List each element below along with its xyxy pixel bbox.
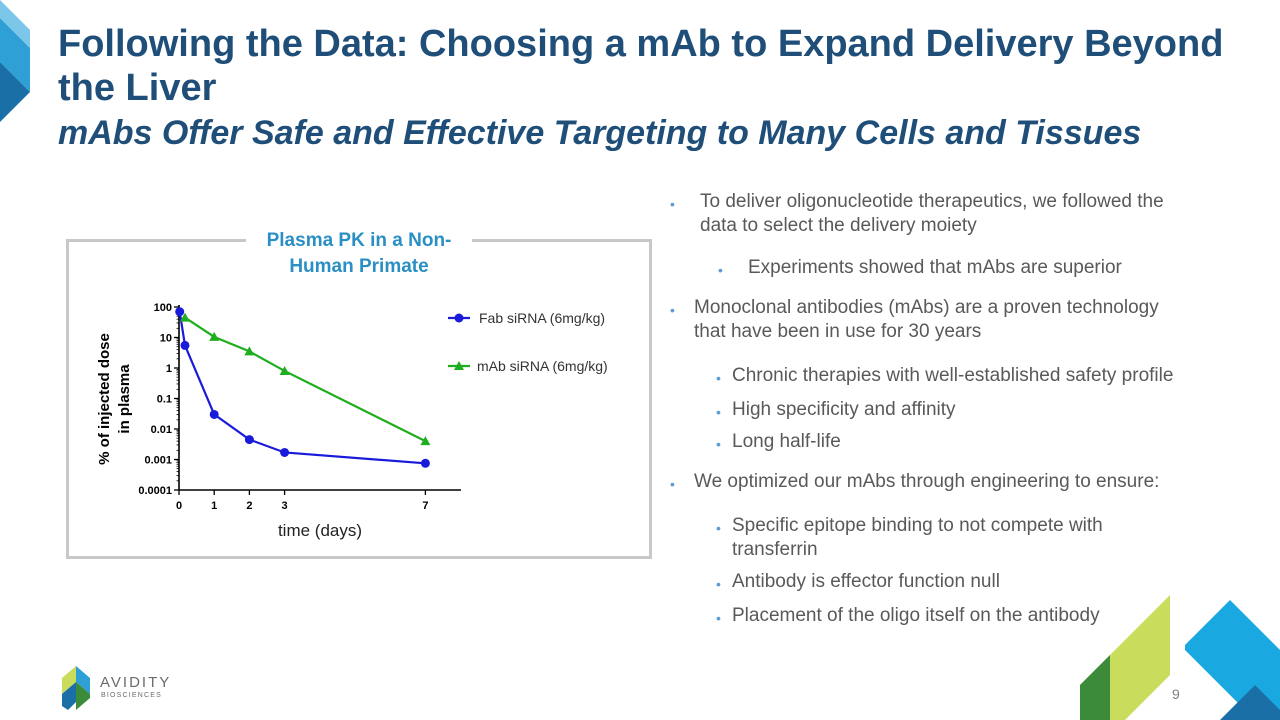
y-axis-label: % of injected dose in plasma	[96, 333, 133, 465]
bullet-dot: •	[716, 576, 721, 592]
y-tick-label: 0.001	[144, 455, 172, 467]
slide-title: Following the Data: Choosing a mAb to Ex…	[58, 23, 1224, 109]
bullet-dot: •	[718, 262, 723, 278]
chart-title: Plasma PK in a Non-Human Primate	[266, 230, 452, 277]
bullet-dot: •	[716, 404, 721, 420]
data-point	[209, 409, 219, 419]
bullet-text: Chronic therapies with well-established …	[732, 365, 1174, 386]
corner-decoration-top-left	[0, 0, 30, 122]
y-tick-label: 100	[154, 302, 172, 314]
x-tick-label: 0	[176, 500, 182, 512]
bullet-text: High specificity and affinity	[732, 399, 956, 420]
bullet-text: Specific epitope binding to not compete …	[732, 515, 1103, 536]
bullet-text: Experiments showed that mAbs are superio…	[748, 257, 1122, 278]
data-point	[420, 458, 430, 468]
data-point	[180, 340, 190, 350]
y-tick-label: 0.0001	[138, 485, 172, 497]
bullet-text: Antibody is effector function null	[732, 571, 1000, 592]
avidity-logo-icon	[62, 666, 90, 710]
bullet-dot: •	[670, 476, 675, 492]
bullet-text: data to select the delivery moiety	[700, 215, 977, 236]
x-tick-label: 7	[422, 500, 428, 512]
data-point	[244, 346, 255, 356]
bullet-text: Placement of the oligo itself on the ant…	[732, 605, 1100, 626]
data-point	[179, 312, 190, 322]
y-tick-label: 1	[166, 363, 172, 375]
bullet-text: Monoclonal antibodies (mAbs) are a prove…	[694, 297, 1159, 318]
bullet-dot: •	[716, 610, 721, 626]
data-point	[279, 365, 290, 375]
bullet-dot: •	[670, 302, 675, 318]
y-tick-label: 0.1	[157, 394, 172, 406]
y-tick-label: 0.01	[151, 424, 172, 436]
x-tick-label: 1	[211, 500, 217, 512]
bullet-text: transferrin	[732, 539, 818, 560]
x-axis-label: time (days)	[278, 521, 362, 540]
slide-subtitle: mAbs Offer Safe and Effective Targeting …	[58, 114, 1142, 152]
series-line-1	[184, 316, 426, 443]
legend-label: Fab siRNA (6mg/kg)	[479, 310, 605, 326]
x-tick-label: 3	[282, 500, 288, 512]
x-tick-label: 2	[246, 500, 252, 512]
data-point	[209, 331, 220, 341]
legend-label: mAb siRNA (6mg/kg)	[477, 358, 608, 374]
legend-marker	[454, 313, 464, 323]
data-point	[244, 435, 254, 445]
bullet-text: that have been in use for 30 years	[694, 321, 982, 342]
logo-name: AVIDITY	[100, 674, 172, 691]
bullet-dot: •	[716, 370, 721, 386]
bullet-dot: •	[716, 520, 721, 536]
data-point	[420, 436, 431, 446]
data-point	[175, 307, 185, 317]
data-point	[280, 447, 290, 457]
bullet-dot: •	[670, 196, 675, 212]
pk-chart: 0.0001 0.001 0.01 0.1 1 10 100 0 1 2 3 7 time (days)…	[96, 302, 608, 540]
page-number: 9	[1172, 686, 1180, 702]
series-line-0	[178, 311, 426, 465]
corner-decoration-bottom-right	[1080, 595, 1280, 720]
bullet-dot: •	[716, 436, 721, 452]
logo-subtitle: BIOSCIENCES	[101, 692, 163, 699]
y-tick-label: 10	[160, 333, 172, 345]
legend-marker	[454, 361, 464, 370]
bullet-text: To deliver oligonucleotide therapeutics,…	[700, 191, 1164, 212]
chart-title-background	[246, 226, 472, 282]
bullet-text: We optimized our mAbs through engineerin…	[694, 471, 1160, 492]
bullet-text: Long half-life	[732, 431, 841, 452]
